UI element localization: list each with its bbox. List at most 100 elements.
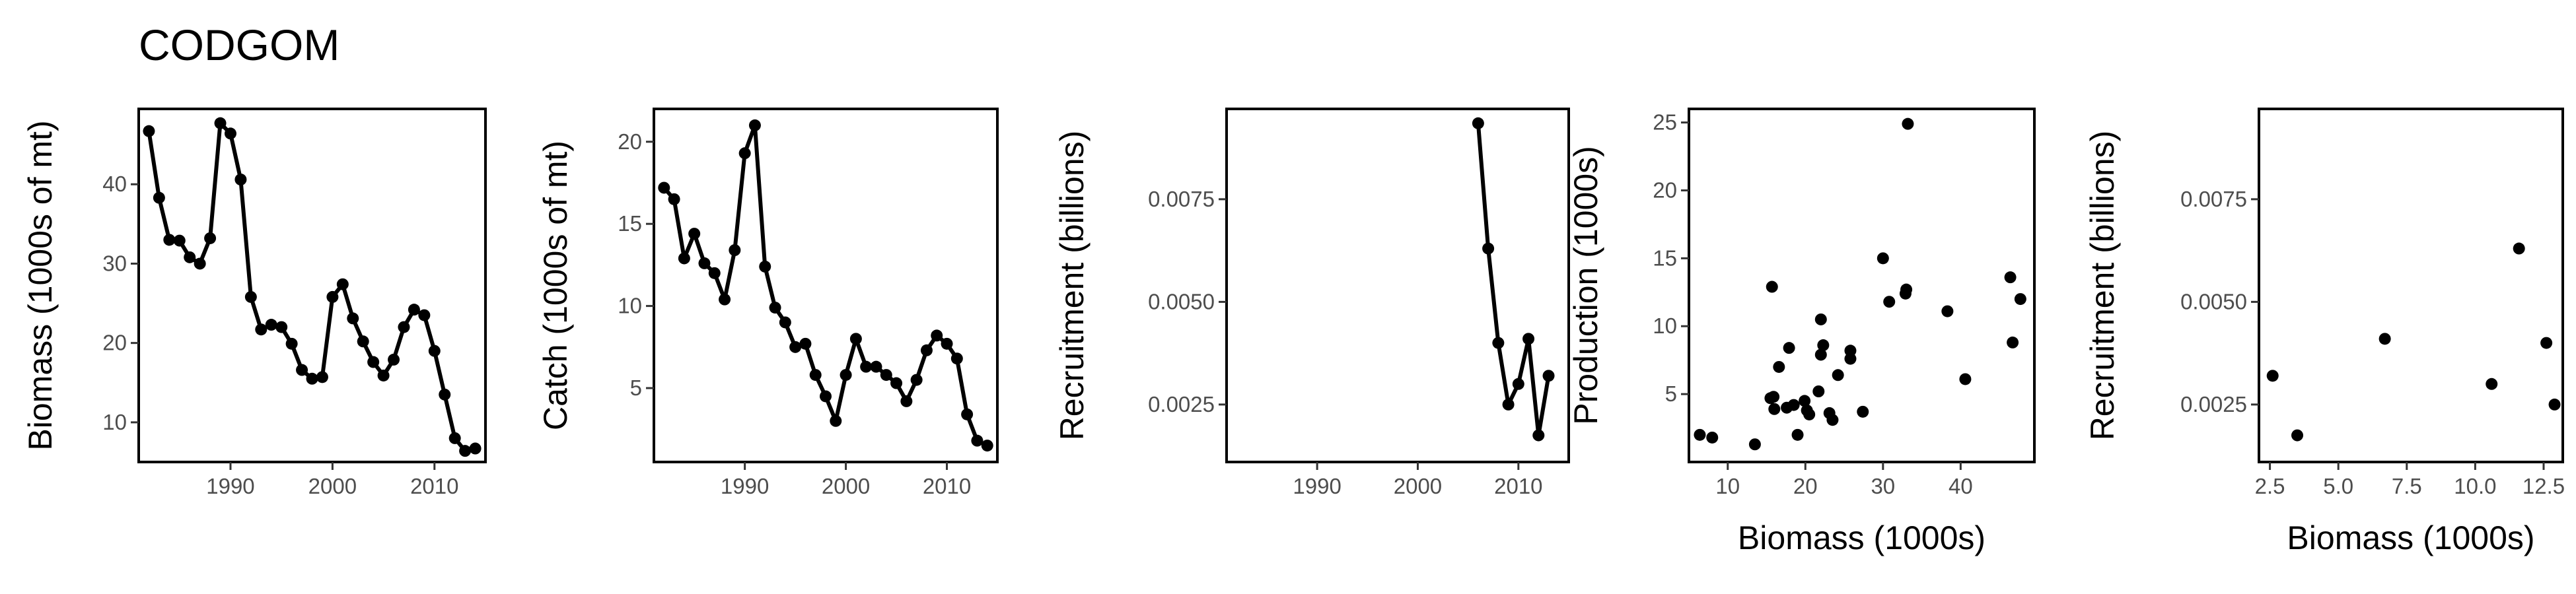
- data-point: [1522, 333, 1535, 345]
- data-point: [1768, 391, 1780, 403]
- plot-frame: [1225, 108, 1570, 463]
- data-point: [931, 329, 943, 342]
- data-point: [357, 335, 369, 348]
- x-tick-label: 30: [1871, 474, 1895, 498]
- data-point: [265, 319, 277, 331]
- data-point: [285, 337, 298, 350]
- data-point: [1959, 373, 1972, 385]
- data-point: [1803, 408, 1816, 420]
- data-point: [698, 257, 711, 269]
- data-point: [1542, 370, 1555, 382]
- data-point: [708, 267, 721, 279]
- data-point: [1817, 339, 1830, 352]
- data-point: [961, 408, 974, 420]
- y-axis-title: Biomass (1000s of mt): [22, 120, 59, 450]
- panel-biomass-timeseries: 10 20 30 40 1990 2000 2010 Biomass (1000s of mt…: [22, 108, 487, 498]
- data-point: [1900, 283, 1913, 296]
- data-point: [204, 232, 217, 244]
- data-point: [1941, 305, 1954, 317]
- x-tick-label: 2010: [1494, 474, 1542, 498]
- plot-frame: [137, 108, 487, 463]
- data-point: [1877, 252, 1889, 265]
- y-tick-label: 20: [102, 331, 127, 355]
- y-tick-label: 15: [1653, 246, 1677, 270]
- data-point: [214, 117, 227, 129]
- data-point: [799, 337, 812, 350]
- data-point: [668, 193, 680, 205]
- x-tick-label: 2000: [308, 474, 357, 498]
- x-tick-label: 12.5: [2522, 474, 2565, 498]
- y-tick-label: 40: [102, 172, 127, 196]
- y-tick-label: 5: [630, 376, 642, 400]
- x-tick-label: 10.0: [2454, 474, 2496, 498]
- data-point: [143, 125, 155, 137]
- data-point: [1814, 348, 1827, 361]
- y-tick-label: 30: [102, 251, 127, 275]
- data-point: [849, 333, 862, 345]
- data-point: [1857, 405, 1869, 418]
- data-point: [1787, 399, 1800, 411]
- data-point: [388, 353, 400, 366]
- x-tick-label: 2010: [410, 474, 458, 498]
- y-axis-title: Recruitment (billions): [1054, 131, 1091, 441]
- data-point: [306, 372, 318, 385]
- data-point: [224, 127, 236, 140]
- data-point: [860, 360, 873, 373]
- data-point: [1832, 369, 1844, 381]
- y-axis-title: Production (1000s): [1567, 146, 1604, 424]
- data-point: [2379, 333, 2391, 345]
- data-point: [173, 234, 186, 247]
- data-point: [1773, 360, 1785, 373]
- y-tick-label: 5: [1665, 381, 1677, 406]
- data-point: [950, 352, 963, 365]
- data-point: [326, 290, 339, 303]
- x-tick-label: 1990: [206, 474, 254, 498]
- y-axis-title: Catch (1000s of mt): [537, 141, 574, 430]
- data-point: [941, 337, 953, 350]
- y-tick-label: 20: [1653, 178, 1677, 202]
- y-tick-label: 25: [1653, 110, 1677, 135]
- data-point: [255, 323, 268, 336]
- data-point: [1766, 280, 1778, 293]
- data-point: [719, 293, 731, 306]
- data-point: [738, 147, 751, 160]
- plot-frame: [653, 108, 999, 463]
- data-point: [729, 244, 741, 256]
- y-tick-label: 0.0050: [1148, 289, 1215, 314]
- x-tick-label: 2.5: [2255, 474, 2285, 498]
- data-point: [2540, 337, 2553, 349]
- data-point: [336, 278, 349, 290]
- data-point: [890, 377, 903, 389]
- panel-recruitment-vs-biomass: 0.0025 0.0050 0.0075 2.5 5.0 7.5 10.0 12.5 Recru…: [2084, 108, 2565, 556]
- data-point: [1492, 337, 1505, 349]
- data-point: [688, 228, 701, 240]
- x-tick-label: 20: [1793, 474, 1818, 498]
- data-point: [809, 369, 822, 381]
- data-point: [1512, 378, 1524, 390]
- data-point: [820, 390, 832, 403]
- data-point: [153, 191, 165, 204]
- data-point: [377, 369, 390, 381]
- data-point: [779, 316, 791, 329]
- figure-title: CODGOM: [139, 20, 340, 69]
- data-point: [1826, 414, 1839, 426]
- x-tick-label: 40: [1949, 474, 1973, 498]
- data-point: [234, 174, 247, 185]
- data-point: [2014, 293, 2026, 306]
- data-point: [1502, 398, 1515, 411]
- data-point: [296, 364, 308, 376]
- data-point: [2004, 271, 2017, 284]
- data-point: [2291, 429, 2304, 442]
- data-point: [418, 309, 431, 321]
- data-point: [971, 434, 984, 447]
- data-point: [880, 369, 892, 381]
- y-tick-label: 10: [618, 294, 642, 318]
- panel-production-vs-biomass: 5 10 15 20 25 10 20 30 40 Production (1000s) Bioma…: [1567, 108, 2036, 556]
- data-point: [1748, 438, 1761, 451]
- data-point: [1482, 242, 1495, 255]
- data-point: [1694, 428, 1706, 441]
- series-line: [147, 121, 476, 453]
- data-point: [1472, 117, 1484, 129]
- data-point: [275, 321, 288, 333]
